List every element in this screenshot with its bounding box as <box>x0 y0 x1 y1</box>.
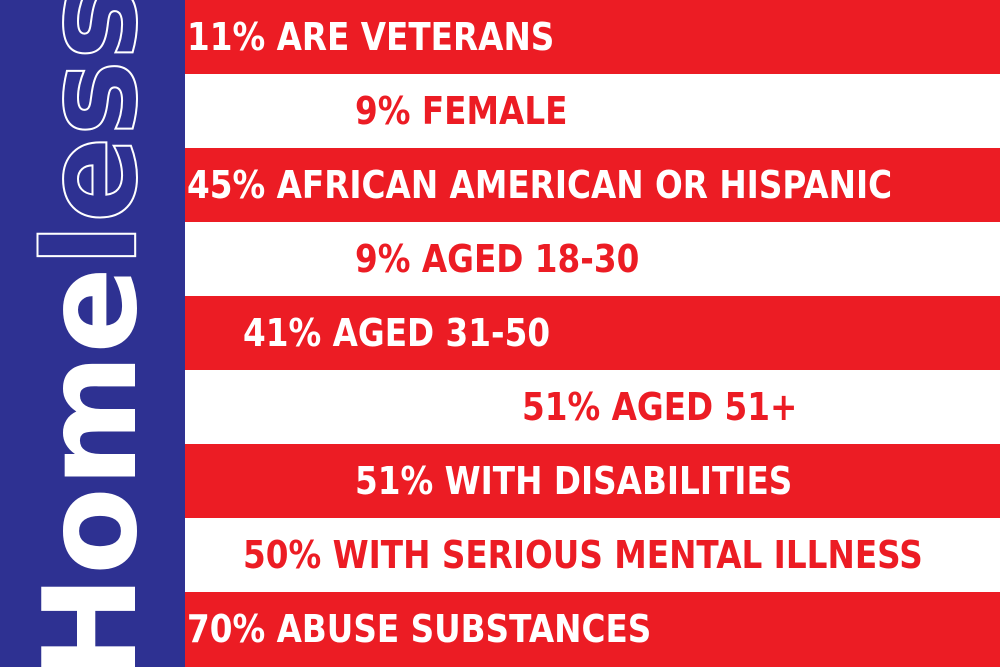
stat-aged-31-50: 41% AGED 31-50 <box>243 311 551 355</box>
stat-substances: 70% ABUSE SUBSTANCES <box>187 607 652 651</box>
stat-female: 9% FEMALE <box>355 89 568 133</box>
vertical-title: Home less <box>16 0 167 667</box>
stat-veterans: 11% ARE VETERANS <box>187 15 555 59</box>
stat-mental-illness: 50% WITH SERIOUS MENTAL ILLNESS <box>243 533 923 577</box>
title-solid-part: Home <box>17 266 166 667</box>
stat-aged-18-30: 9% AGED 18-30 <box>355 237 640 281</box>
stat-disabilities: 51% WITH DISABILITIES <box>355 459 793 503</box>
stat-aged-51-plus: 51% AGED 51+ <box>522 385 798 429</box>
title-outline-part: less <box>16 0 167 268</box>
blue-canton: Home less <box>0 0 185 667</box>
stat-race: 45% AFRICAN AMERICAN OR HISPANIC <box>187 163 893 207</box>
